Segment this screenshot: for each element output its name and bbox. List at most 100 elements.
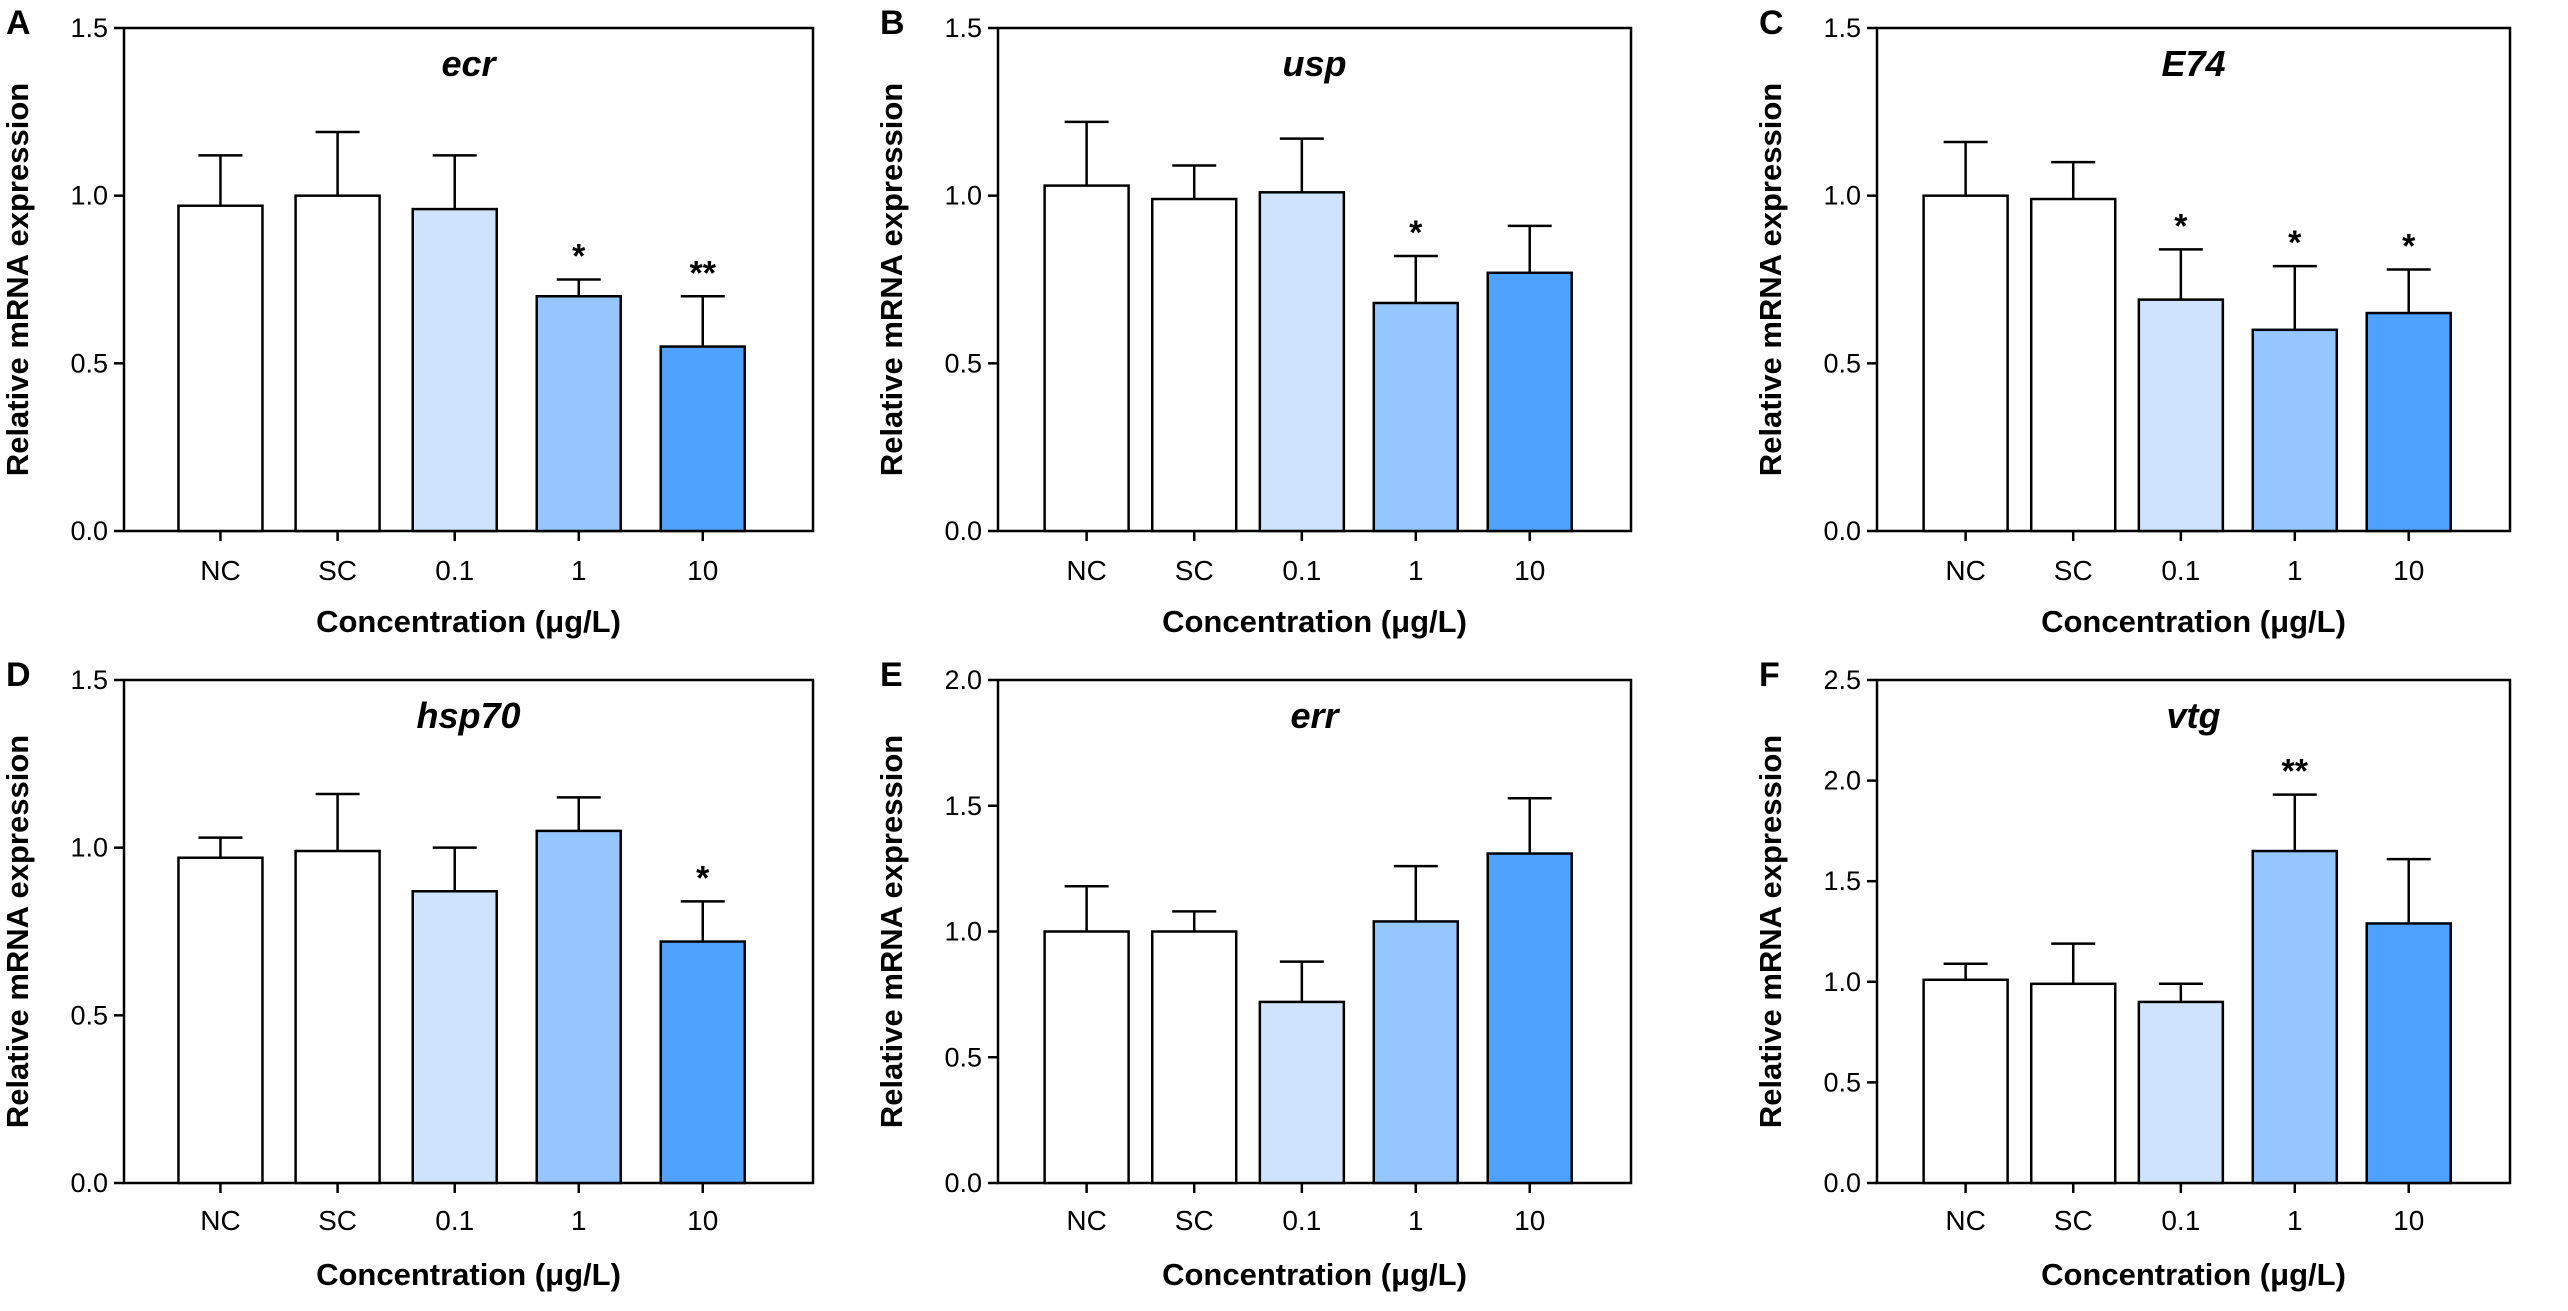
y-tick-label: 0.0 [70, 1168, 108, 1198]
chart-panel-c: C E74 0.0 0.5 1.0 1.5 Relative mRNA expression… [1753, 4, 2512, 639]
significance-marker: * [1409, 214, 1423, 252]
x-tick-label: 0.1 [435, 555, 474, 586]
x-tick-label: SC [1175, 555, 1214, 586]
y-axis-label: Relative mRNA expression [0, 735, 35, 1128]
bar-nc [1043, 930, 1130, 1185]
significance-marker: * [572, 238, 586, 276]
x-tick-label: NC [1066, 1205, 1106, 1236]
significance-marker: * [696, 859, 710, 897]
y-tick-label: 1.5 [944, 791, 982, 821]
chart-title: hsp70 [416, 695, 520, 736]
significance-marker: ** [2282, 753, 2309, 791]
x-tick-label: NC [1945, 555, 1985, 586]
bar-nc [1922, 978, 2009, 1185]
panel-letter: E [880, 656, 903, 694]
y-tick-label: 1.0 [1823, 967, 1861, 997]
x-tick-label: NC [200, 555, 240, 586]
y-axis-label: Relative mRNA expression [1753, 83, 1788, 476]
y-tick-label: 2.0 [1823, 766, 1861, 796]
chart-title: err [1290, 695, 1340, 736]
x-tick-label: 0.1 [2161, 555, 2200, 586]
panel-letter: A [6, 4, 31, 42]
bar-sc [294, 194, 381, 533]
x-tick-label: SC [2054, 555, 2093, 586]
bar-1 [535, 829, 622, 1185]
bar-nc [1043, 184, 1130, 533]
significance-marker: * [2402, 227, 2416, 265]
bar-10 [2365, 922, 2452, 1185]
x-tick-label: 10 [1514, 1205, 1545, 1236]
x-tick-label: 0.1 [1282, 1205, 1321, 1236]
y-tick-label: 0.5 [944, 1042, 982, 1072]
bar-10 [659, 940, 747, 1185]
x-tick-label: 10 [2393, 1205, 2424, 1236]
bar-nc [1922, 194, 2009, 533]
y-tick-label: 0.0 [1823, 516, 1861, 546]
chart-title: vtg [2167, 695, 2221, 736]
y-tick-label: 1.5 [70, 13, 108, 43]
x-tick-label: SC [1175, 1205, 1214, 1236]
panel-letter: D [6, 656, 31, 694]
panel-letter: B [880, 4, 905, 42]
bar-sc [1150, 930, 1238, 1185]
bar-0_1 [411, 890, 498, 1185]
x-axis-label: Concentration (μg/L) [316, 1257, 621, 1292]
bar-sc [2029, 982, 2117, 1185]
y-tick-label: 1.5 [1823, 13, 1861, 43]
y-tick-label: 1.5 [1823, 866, 1861, 896]
significance-marker: * [2174, 207, 2188, 245]
x-tick-label: 10 [2393, 555, 2424, 586]
x-tick-label: NC [200, 1205, 240, 1236]
y-tick-label: 0.0 [944, 1168, 982, 1198]
x-tick-label: 1 [1408, 555, 1424, 586]
bar-sc [1150, 197, 1238, 533]
bar-1 [2251, 849, 2339, 1185]
y-tick-label: 1.5 [944, 13, 982, 43]
x-tick-label: SC [318, 555, 357, 586]
x-axis-label: Concentration (μg/L) [1162, 604, 1467, 639]
y-tick-label: 0.0 [70, 516, 108, 546]
x-tick-label: 1 [571, 555, 587, 586]
bar-10 [1486, 852, 1573, 1185]
x-tick-label: 1 [1408, 1205, 1424, 1236]
x-tick-label: 10 [1514, 555, 1545, 586]
y-tick-label: 0.5 [944, 348, 982, 378]
y-tick-label: 1.0 [944, 181, 982, 211]
y-tick-label: 0.0 [944, 516, 982, 546]
bar-nc [177, 204, 264, 533]
x-tick-label: 0.1 [435, 1205, 474, 1236]
x-tick-label: NC [1945, 1205, 1985, 1236]
y-tick-label: 1.0 [70, 181, 108, 211]
bar-1 [535, 295, 622, 533]
y-axis-label: Relative mRNA expression [874, 735, 909, 1128]
y-axis-label: Relative mRNA expression [874, 83, 909, 476]
y-tick-label: 0.5 [70, 348, 108, 378]
y-axis-label: Relative mRNA expression [0, 83, 35, 476]
bar-1 [1372, 920, 1460, 1185]
significance-marker: * [2288, 224, 2302, 262]
x-axis-label: Concentration (μg/L) [1162, 1257, 1467, 1292]
y-tick-label: 1.0 [70, 833, 108, 863]
y-tick-label: 0.5 [1823, 348, 1861, 378]
x-tick-label: NC [1066, 555, 1106, 586]
bar-10 [1486, 271, 1573, 533]
bar-10 [2365, 311, 2452, 533]
y-tick-label: 1.5 [70, 665, 108, 695]
y-axis-label: Relative mRNA expression [1753, 735, 1788, 1128]
chart-title: usp [1282, 43, 1346, 84]
y-tick-label: 0.5 [1823, 1067, 1861, 1097]
panel-letter: F [1759, 656, 1780, 694]
x-tick-label: 1 [2287, 1205, 2303, 1236]
x-tick-label: SC [318, 1205, 357, 1236]
x-tick-label: 0.1 [1282, 555, 1321, 586]
x-tick-label: 10 [687, 1205, 718, 1236]
y-tick-label: 1.0 [944, 917, 982, 947]
bar-nc [177, 856, 264, 1185]
bar-1 [2251, 328, 2339, 533]
bar-sc [2029, 197, 2117, 533]
